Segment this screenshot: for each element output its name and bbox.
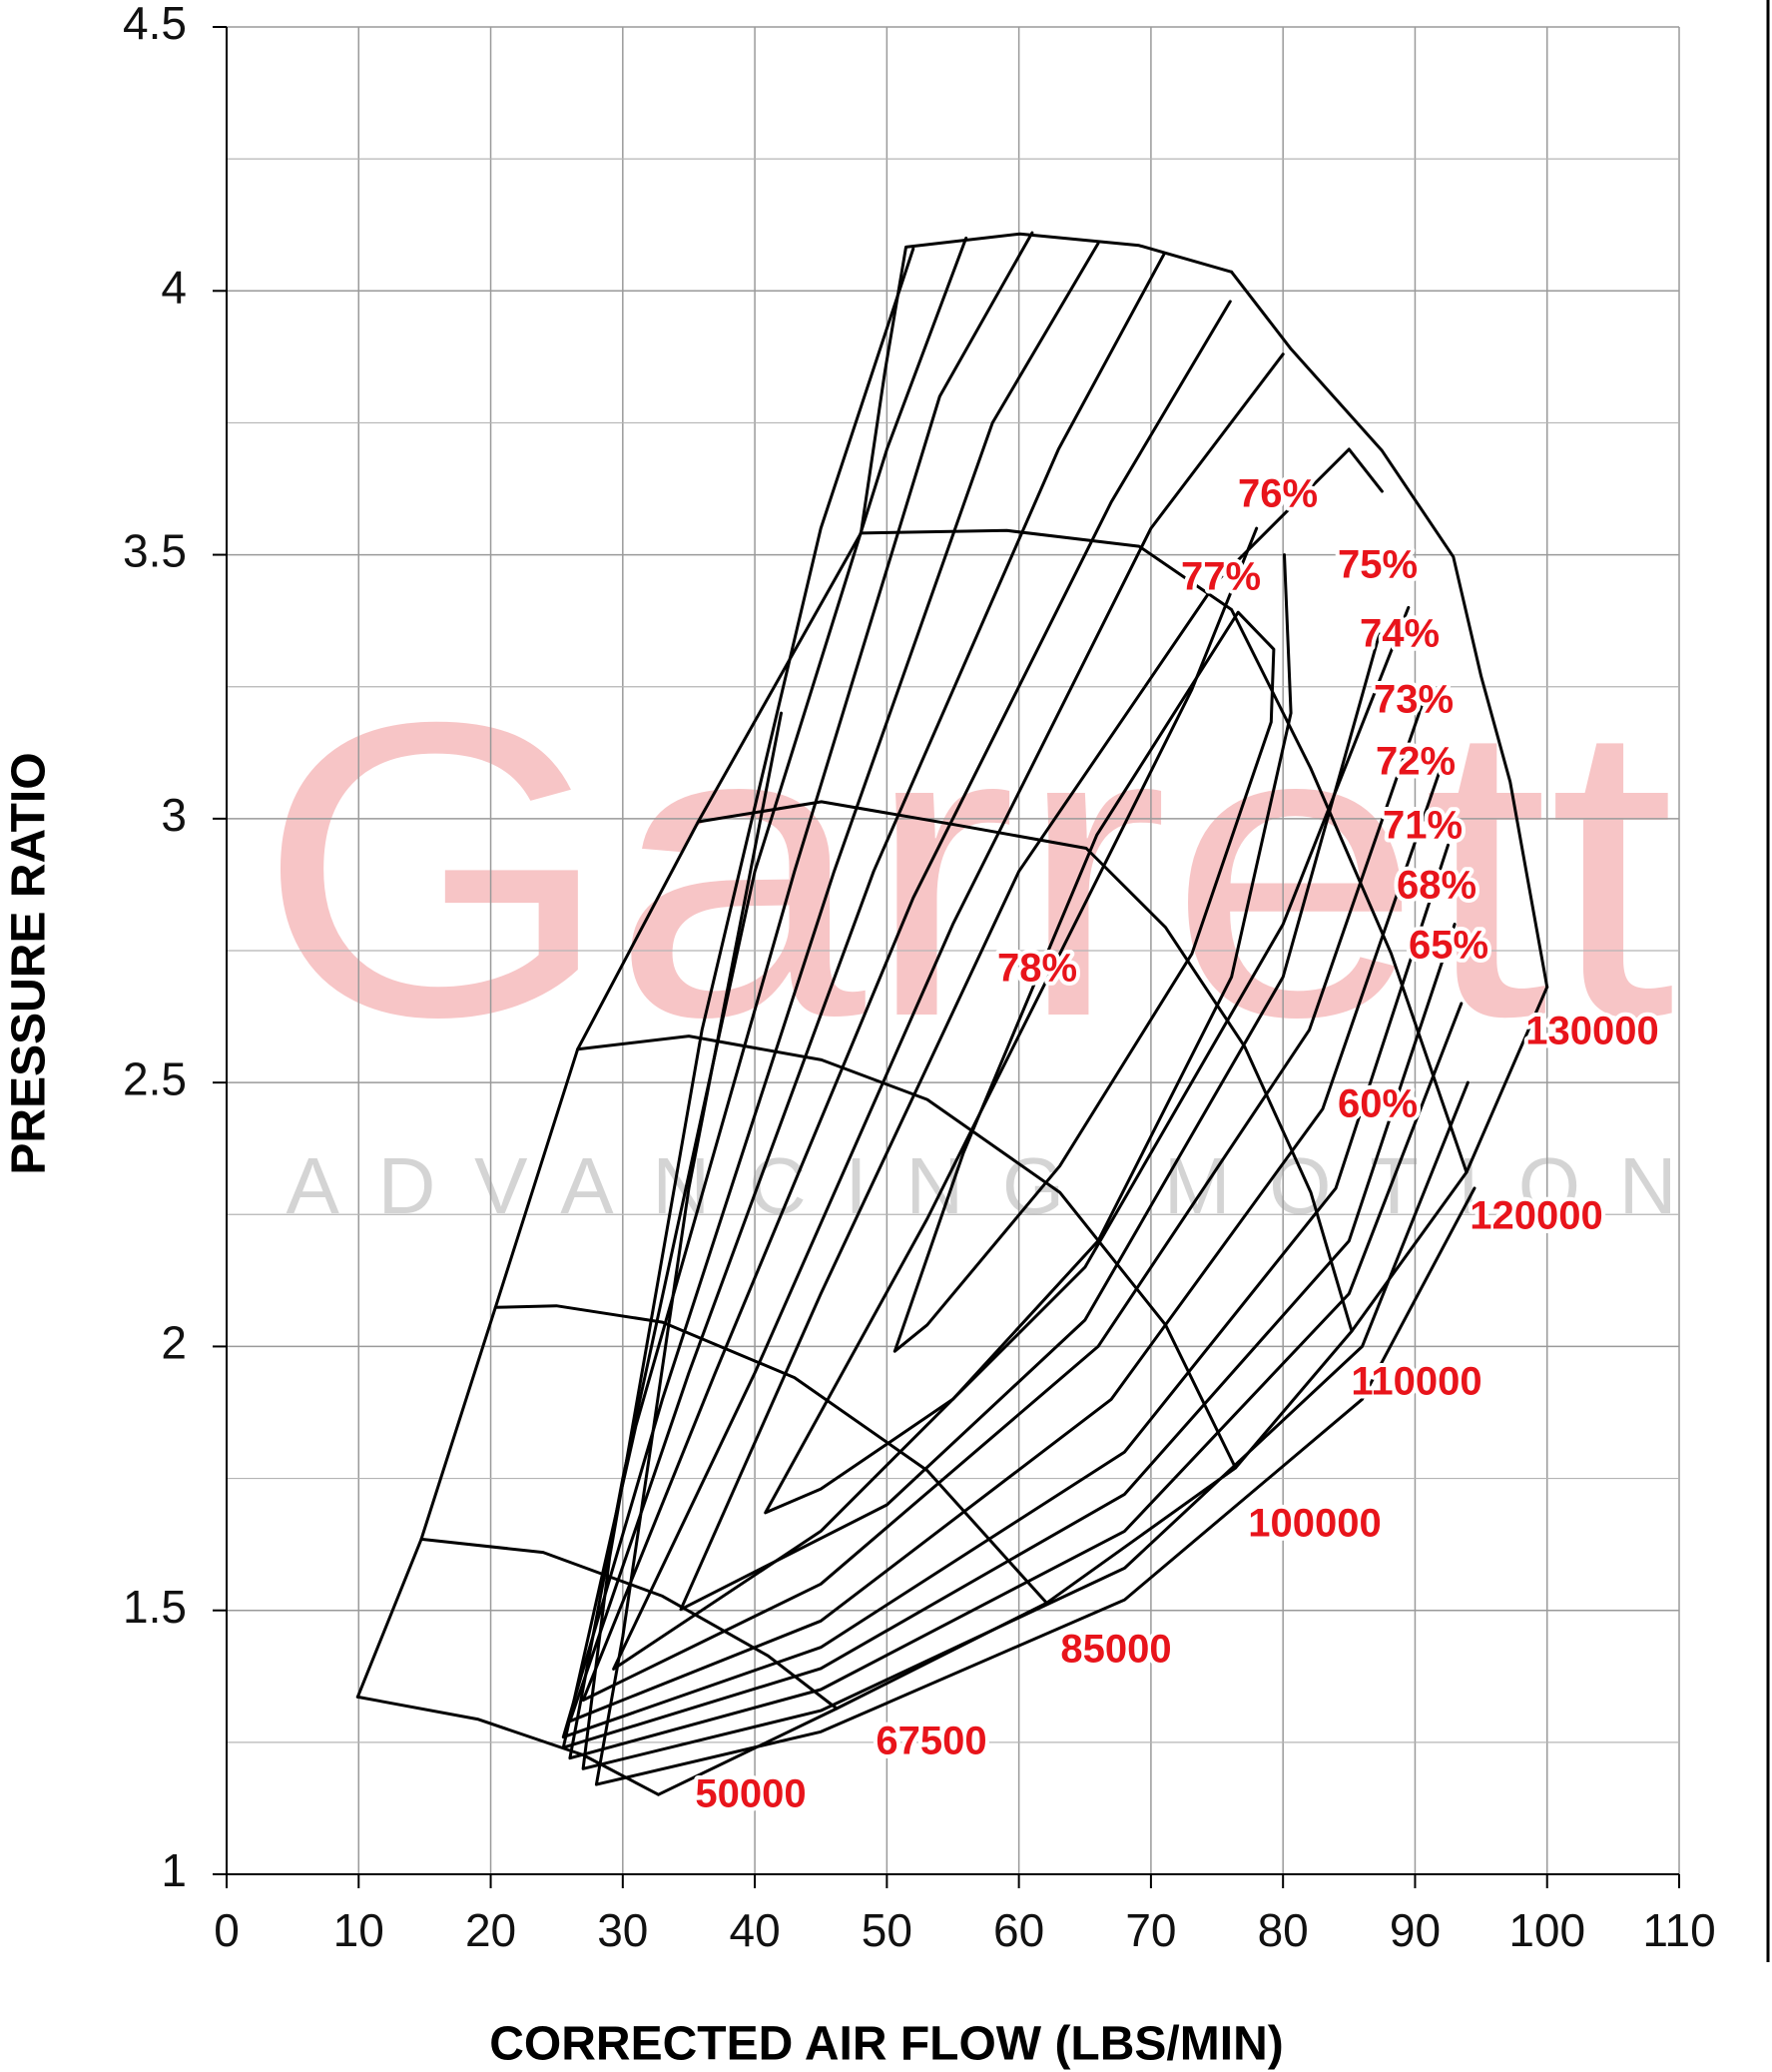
axes: 0 10 20 30 40 50 60 70 80 90 100 110 1 1.5 2 2.5 3 3.5 4 4.… <box>123 0 1716 1956</box>
x-tick-label: 70 <box>1125 1904 1176 1956</box>
curve-label: 74% <box>1360 612 1440 656</box>
curve-label: 78% <box>997 947 1077 991</box>
x-tick-label: 80 <box>1258 1904 1309 1956</box>
curve-label: 73% <box>1374 678 1454 722</box>
x-tick-label: 50 <box>862 1904 912 1956</box>
map-curve <box>419 1537 839 1711</box>
y-tick-label: 1 <box>161 1844 187 1896</box>
x-tick-label: 90 <box>1390 1904 1441 1956</box>
x-tick-label: 40 <box>730 1904 781 1956</box>
y-axis-title: PRESSURE RATIO <box>3 752 56 1174</box>
map-curve <box>594 711 1477 1786</box>
curve-label: 65% <box>1409 924 1488 968</box>
map-curve <box>1230 270 1549 989</box>
curve-label: 130000 <box>1525 1010 1658 1053</box>
y-tick-label: 2 <box>161 1317 187 1369</box>
curve-label: 120000 <box>1470 1194 1602 1238</box>
curve-label: 100000 <box>1248 1502 1381 1546</box>
x-tick-label: 100 <box>1508 1904 1585 1956</box>
curve-label: 67500 <box>876 1720 986 1763</box>
x-tick-label: 30 <box>597 1904 648 1956</box>
curve-label: 50000 <box>695 1772 806 1816</box>
map-curve <box>764 526 1293 1515</box>
curve-label: 72% <box>1376 740 1456 784</box>
map-curve <box>561 242 1450 1739</box>
y-tick-label: 1.5 <box>123 1581 187 1633</box>
y-tick-label: 4 <box>161 261 187 313</box>
x-tick-label: 60 <box>993 1904 1044 1956</box>
map-curve <box>612 352 1411 1671</box>
map-curve <box>568 236 1464 1760</box>
map-curve <box>561 231 1457 1749</box>
map-curve <box>581 300 1431 1703</box>
labels: 50000 67500 85000 100000 110000 120000 130000 7… <box>691 468 1662 1820</box>
y-tick-label: 2.5 <box>123 1052 187 1104</box>
curve-label: 71% <box>1383 804 1463 848</box>
map-curve <box>679 447 1384 1612</box>
curve-label: 68% <box>1397 864 1477 908</box>
y-tick-label: 3 <box>161 789 187 841</box>
x-tick-label: 110 <box>1642 1904 1715 1956</box>
map-curve <box>892 610 1276 1353</box>
y-tick-label: 4.5 <box>123 0 187 49</box>
watermark-tagline: ADVANCING MOTION <box>287 1141 1677 1230</box>
map-curve <box>581 247 1470 1770</box>
x-tick-label: 10 <box>333 1904 384 1956</box>
curve-label: 85000 <box>1060 1628 1171 1672</box>
curve-label: 110000 <box>1351 1360 1481 1404</box>
curves <box>355 231 1549 1796</box>
x-tick-label: 0 <box>214 1904 240 1956</box>
map-curve <box>696 800 1354 1333</box>
curve-label: 60% <box>1338 1082 1418 1126</box>
y-tick-label: 3.5 <box>123 525 187 577</box>
map-curve <box>859 528 1469 1174</box>
map-curve <box>355 1695 660 1796</box>
curve-label: 75% <box>1338 543 1418 587</box>
curve-label: 76% <box>1238 472 1318 516</box>
map-curve <box>493 1304 1048 1605</box>
x-tick-label: 20 <box>465 1904 516 1956</box>
x-axis-title: CORRECTED AIR FLOW (LBS/MIN) <box>489 2018 1283 2071</box>
curve-label: 77% <box>1181 555 1261 599</box>
